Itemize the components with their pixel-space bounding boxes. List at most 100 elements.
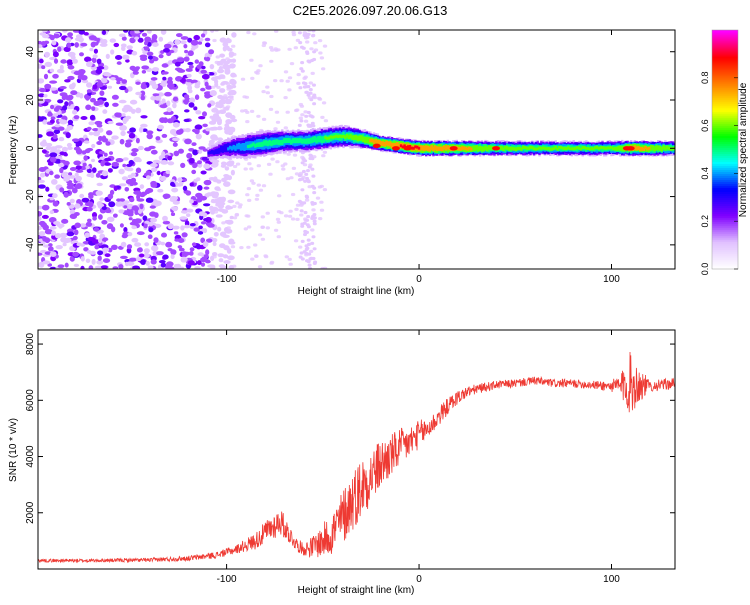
- colorbar-cell: [712, 59, 738, 63]
- noise-blob: [67, 42, 72, 48]
- noise-blob: [305, 246, 310, 250]
- noise-blob: [202, 111, 207, 117]
- colorbar-cell: [712, 161, 738, 165]
- noise-blob: [121, 36, 127, 41]
- ridge-cell: [309, 137, 313, 144]
- noise-blob: [122, 210, 131, 216]
- ridge-cell: [344, 135, 347, 139]
- colorbar-strip: [712, 30, 738, 270]
- noise-blob: [60, 59, 67, 64]
- noise-blob: [198, 225, 203, 230]
- colorbar-cell: [712, 65, 738, 69]
- noise-blob: [311, 124, 316, 128]
- ridge-cell: [398, 144, 401, 150]
- colorbar-cell: [712, 193, 738, 196]
- ridge-cell: [234, 145, 237, 151]
- noise-blob: [212, 38, 217, 43]
- noise-blob: [305, 223, 310, 227]
- ridge-cell: [565, 147, 568, 151]
- noise-blob: [203, 228, 208, 234]
- noise-blob: [224, 260, 231, 264]
- noise-blob: [223, 94, 228, 98]
- ridge-cell: [401, 145, 404, 149]
- noise-blob: [38, 216, 42, 222]
- noise-blob: [276, 210, 282, 214]
- noise-blob: [307, 252, 312, 256]
- noise-blob: [115, 201, 123, 207]
- noise-blob: [293, 239, 299, 243]
- noise-blob: [245, 193, 250, 197]
- noise-blob: [141, 65, 150, 70]
- spectrogram-y-axis: -40 -20 0 20 40: [25, 46, 675, 252]
- noise-blob: [92, 128, 99, 132]
- noise-blob: [42, 119, 48, 125]
- noise-blob: [308, 156, 313, 161]
- noise-blob: [213, 176, 218, 182]
- noise-blob: [143, 252, 150, 259]
- noise-blob: [147, 234, 153, 239]
- ridge-cell: [644, 145, 647, 150]
- ridge-cell: [552, 147, 556, 150]
- noise-blob: [221, 100, 227, 104]
- ridge-cell: [522, 145, 525, 149]
- ridge-cell: [216, 148, 219, 155]
- ridge-cell: [252, 142, 255, 147]
- noise-blob: [306, 32, 311, 36]
- noise-blob: [160, 30, 167, 35]
- noise-blob: [204, 81, 209, 87]
- ridge-cell: [432, 146, 435, 152]
- noise-blob: [158, 36, 164, 42]
- noise-blob: [229, 215, 234, 220]
- colorbar-cell: [712, 169, 738, 173]
- ridge-cell: [651, 145, 654, 151]
- noise-blob: [159, 176, 165, 181]
- noise-blob: [309, 154, 314, 158]
- noise-blob: [78, 30, 86, 35]
- ridge-cell: [246, 145, 250, 149]
- noise-blob: [139, 30, 144, 33]
- colorbar-cell: [712, 105, 738, 109]
- ridge-cell: [392, 143, 395, 149]
- ridge-cell: [473, 145, 476, 152]
- noise-blob: [319, 208, 325, 212]
- ridge-cell: [331, 135, 334, 139]
- noise-blob: [230, 169, 235, 176]
- figure-title: C2E5.2026.097.20.06.G13: [293, 3, 448, 18]
- noise-blob: [224, 64, 232, 69]
- noise-blob: [276, 235, 281, 239]
- noise-blob: [66, 142, 72, 148]
- snr-x-label: Height of straight line (km): [298, 585, 415, 596]
- noise-blob: [173, 231, 179, 235]
- noise-blob: [99, 197, 105, 202]
- ridge-cell: [297, 138, 300, 144]
- noise-blob: [202, 241, 209, 248]
- ridge-cell: [448, 146, 451, 151]
- noise-blob: [187, 37, 193, 43]
- noise-blob: [255, 71, 260, 75]
- ridge-cell: [637, 146, 640, 150]
- colorbar-tick-label: 0.8: [700, 72, 710, 85]
- noise-blob: [315, 196, 321, 200]
- noise-blob: [59, 64, 64, 71]
- noise-blob: [123, 104, 131, 110]
- colorbar-cell: [712, 101, 738, 105]
- noise-blob: [287, 47, 292, 51]
- ridge-cell: [376, 140, 379, 145]
- noise-blob: [240, 109, 245, 113]
- ridge-cell: [577, 146, 581, 150]
- y-tick-label: -40: [25, 237, 36, 252]
- noise-blob: [70, 104, 75, 109]
- ridge-cell: [365, 137, 368, 144]
- ridge-cell: [655, 145, 658, 151]
- noise-blob: [178, 247, 185, 252]
- noise-blob: [189, 182, 194, 187]
- noise-blob: [126, 45, 133, 50]
- colorbar-cell: [712, 35, 738, 39]
- colorbar-cell: [712, 85, 738, 89]
- noise-blob: [116, 61, 122, 65]
- noise-blob: [141, 32, 148, 37]
- noise-blob: [247, 162, 252, 166]
- noise-blob: [99, 42, 108, 47]
- noise-blob: [162, 254, 169, 260]
